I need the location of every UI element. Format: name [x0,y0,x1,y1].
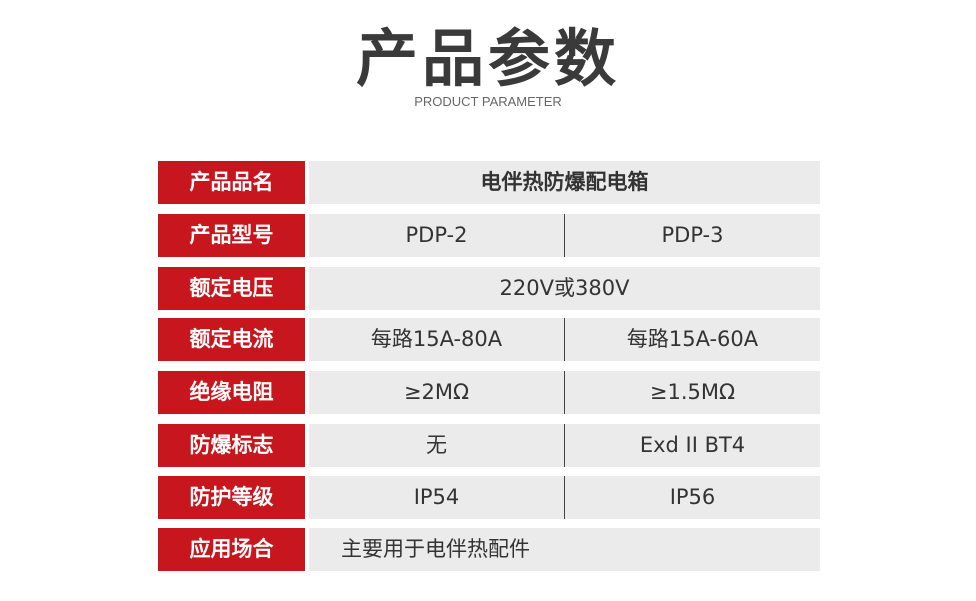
row-values: ≥2MΩ ≥1.5MΩ [309,371,820,414]
row-label: 应用场合 [158,528,305,571]
value-cell: PDP-2 [405,223,468,247]
value-cell: PDP-3 [661,223,724,247]
value-cell: 电伴热防爆配电箱 [480,170,649,194]
row-label: 防爆标志 [158,424,305,467]
value-cell: 无 [426,433,447,457]
row-values: IP54 IP56 [309,476,820,519]
value-cell: 220V或380V [499,276,630,300]
row-label: 额定电压 [158,267,305,310]
table-row: 应用场合 主要用于电伴热配件 [158,528,820,571]
divider [564,371,565,414]
row-label: 防护等级 [158,476,305,519]
table-row: 额定电压 220V或380V [158,267,820,310]
row-label: 绝缘电阻 [158,371,305,414]
divider [564,424,565,467]
row-values: 每路15A-80A 每路15A-60A [309,318,820,361]
row-values: 无 Exd II BT4 [309,424,820,467]
divider [564,476,565,519]
row-label: 产品型号 [158,214,305,257]
row-label: 产品品名 [158,161,305,204]
row-values: PDP-2 PDP-3 [309,214,820,257]
table-row: 防爆标志 无 Exd II BT4 [158,424,820,467]
subtitle: PRODUCT PARAMETER [414,94,562,109]
value-cell: 主要用于电伴热配件 [341,537,530,561]
row-values: 主要用于电伴热配件 [309,528,820,571]
value-cell: IP54 [413,485,460,509]
divider [564,318,565,361]
row-values: 电伴热防爆配电箱 [309,161,820,204]
value-cell: 每路15A-80A [370,327,503,351]
value-cell: 每路15A-60A [626,327,759,351]
value-cell: IP56 [669,485,716,509]
table-row: 防护等级 IP54 IP56 [158,476,820,519]
value-cell: ≥2MΩ [403,380,470,404]
divider [564,214,565,257]
title: 产品参数 [355,22,620,95]
value-cell: Exd II BT4 [639,433,746,457]
table-row: 产品品名 电伴热防爆配电箱 [158,161,820,204]
row-values: 220V或380V [309,267,820,310]
table-row: 产品型号 PDP-2 PDP-3 [158,214,820,257]
value-cell: ≥1.5MΩ [649,380,736,404]
table-row: 绝缘电阻 ≥2MΩ ≥1.5MΩ [158,371,820,414]
row-label: 额定电流 [158,318,305,361]
table-row: 额定电流 每路15A-80A 每路15A-60A [158,318,820,361]
